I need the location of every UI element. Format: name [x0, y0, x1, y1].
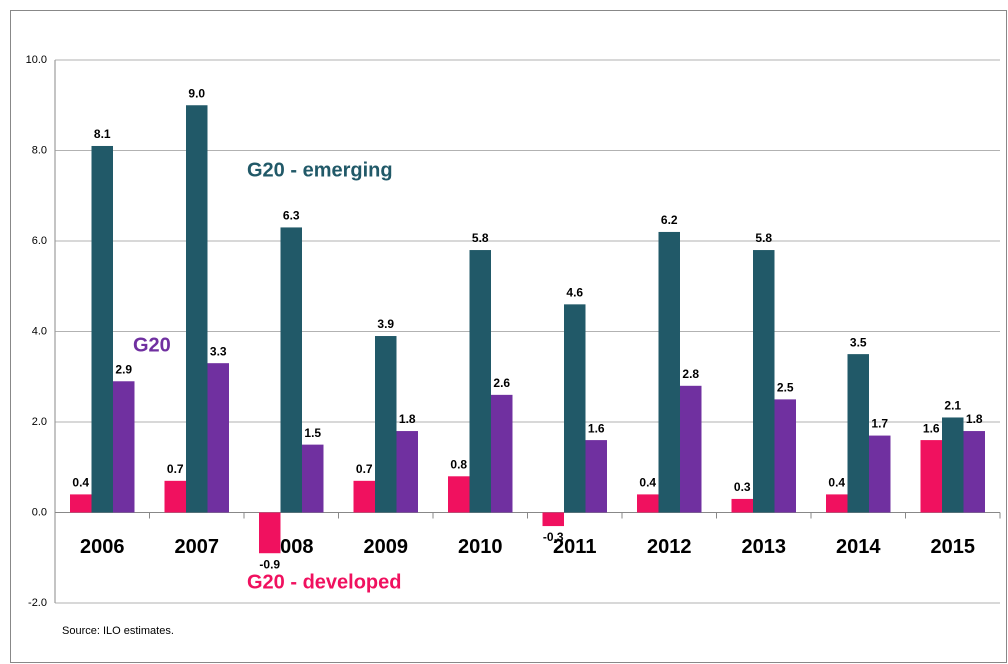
- data-label: 6.2: [661, 213, 678, 227]
- bar: [259, 512, 281, 554]
- data-label: 1.8: [399, 412, 416, 426]
- series-label: G20 - emerging: [247, 159, 393, 181]
- x-tick-label: 2012: [647, 536, 692, 558]
- bar: [353, 480, 375, 513]
- chart-border: [10, 10, 1007, 663]
- x-tick-label: 2013: [742, 536, 787, 558]
- data-label: 3.9: [377, 317, 394, 331]
- bar: [491, 394, 513, 513]
- bar: [637, 494, 659, 513]
- series-label: G20: [133, 334, 171, 356]
- x-tick-label: 2011: [553, 536, 596, 558]
- data-label: 0.7: [167, 462, 184, 476]
- data-label: 9.0: [188, 86, 205, 100]
- x-tick-label: 2015: [931, 536, 976, 558]
- x-tick-label: 2007: [175, 536, 220, 558]
- bar: [469, 250, 491, 513]
- data-label: -0.3: [543, 530, 564, 544]
- bar: [731, 498, 753, 513]
- y-tick-label: 10.0: [26, 54, 47, 66]
- x-tick-label: 2010: [458, 536, 503, 558]
- bar: [186, 105, 208, 513]
- x-tick-label: 2009: [364, 536, 409, 558]
- bar: [70, 494, 92, 513]
- bar: [302, 444, 324, 513]
- data-label: 2.8: [682, 367, 699, 381]
- bar: [207, 363, 229, 513]
- series-label: G20 - developed: [247, 571, 402, 593]
- bar: [542, 512, 564, 527]
- bar: [375, 336, 397, 513]
- data-label: 0.4: [828, 476, 845, 490]
- bar: [164, 480, 186, 513]
- data-label: 1.7: [871, 417, 888, 431]
- bar: [869, 435, 891, 513]
- data-label: 2.9: [115, 362, 132, 376]
- y-tick-label: -2.0: [28, 597, 47, 609]
- data-label: 0.8: [450, 457, 467, 471]
- data-label: 0.3: [734, 480, 751, 494]
- data-label: 5.8: [472, 231, 489, 245]
- y-tick-label: 6.0: [32, 235, 47, 247]
- source-note: Source: ILO estimates.: [62, 625, 174, 637]
- data-label: 5.8: [755, 231, 772, 245]
- data-label: 2.1: [944, 399, 961, 413]
- data-label: 8.1: [94, 127, 111, 141]
- bar: [448, 476, 470, 513]
- y-tick-label: 0.0: [32, 506, 47, 518]
- data-label: 2.5: [777, 381, 794, 395]
- data-label: 0.4: [639, 476, 656, 490]
- data-label: 3.3: [210, 344, 227, 358]
- bar: [826, 494, 848, 513]
- x-tick-label: 2014: [836, 536, 881, 558]
- y-tick-label: 2.0: [32, 416, 47, 428]
- data-label: 4.6: [566, 286, 583, 300]
- bar: [585, 440, 607, 513]
- bar: [753, 250, 775, 513]
- data-label: 6.3: [283, 209, 300, 223]
- y-tick-label: 8.0: [32, 144, 47, 156]
- bar: [680, 385, 702, 513]
- bar: [396, 431, 418, 513]
- data-label: -0.9: [259, 557, 280, 571]
- data-label: 1.8: [966, 412, 983, 426]
- bar: [564, 304, 586, 513]
- data-label: 0.7: [356, 462, 373, 476]
- bar: [774, 399, 796, 513]
- data-label: 0.4: [72, 476, 89, 490]
- data-label: 1.6: [923, 421, 940, 435]
- bar: [113, 381, 135, 513]
- y-tick-label: 4.0: [32, 325, 47, 337]
- data-label: 3.5: [850, 335, 867, 349]
- bar: [91, 145, 113, 513]
- bar: [847, 354, 869, 513]
- bar: [920, 440, 942, 513]
- bar: [280, 227, 302, 513]
- x-tick-label: 2006: [80, 536, 125, 558]
- data-label: 1.5: [304, 426, 321, 440]
- bar: [658, 231, 680, 513]
- bar: [963, 431, 985, 513]
- bar: [942, 417, 964, 513]
- data-label: 1.6: [588, 421, 605, 435]
- data-label: 2.6: [493, 376, 510, 390]
